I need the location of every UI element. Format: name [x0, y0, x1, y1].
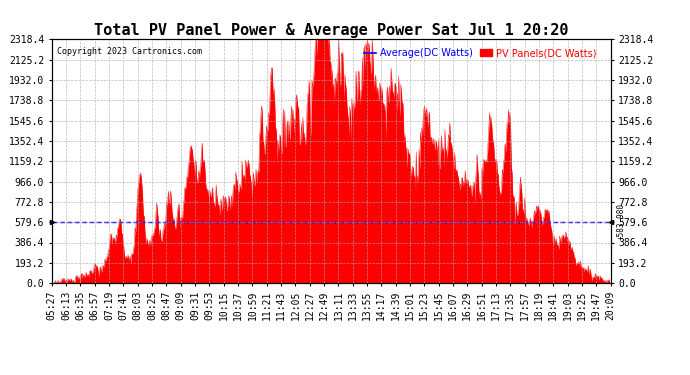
- Text: +583.980: +583.980: [616, 203, 625, 240]
- Legend: Average(DC Watts), PV Panels(DC Watts): Average(DC Watts), PV Panels(DC Watts): [360, 44, 600, 62]
- Text: Copyright 2023 Cartronics.com: Copyright 2023 Cartronics.com: [57, 47, 202, 56]
- Title: Total PV Panel Power & Average Power Sat Jul 1 20:20: Total PV Panel Power & Average Power Sat…: [94, 23, 569, 38]
